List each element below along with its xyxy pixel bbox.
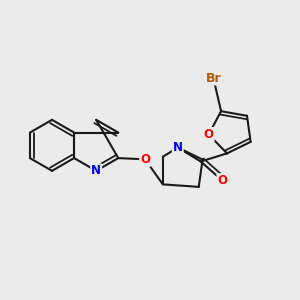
Text: Br: Br <box>206 71 221 85</box>
Text: O: O <box>204 128 214 141</box>
Text: O: O <box>140 153 150 166</box>
Text: O: O <box>218 174 227 187</box>
Text: N: N <box>91 164 101 177</box>
Text: N: N <box>173 141 183 154</box>
